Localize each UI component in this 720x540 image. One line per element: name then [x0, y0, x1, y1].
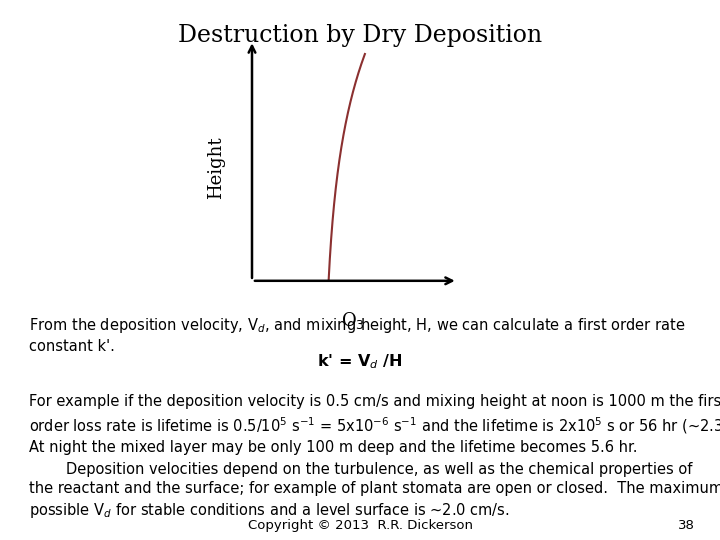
Text: Deposition velocities depend on the turbulence, as well as the chemical properti: Deposition velocities depend on the turb…: [29, 462, 720, 520]
Text: Copyright © 2013  R.R. Dickerson: Copyright © 2013 R.R. Dickerson: [248, 519, 472, 532]
Text: From the deposition velocity, V$_d$, and mixing height, H, we can calculate a fi: From the deposition velocity, V$_d$, and…: [29, 316, 685, 354]
Text: 38: 38: [678, 519, 695, 532]
Text: O$_3$: O$_3$: [341, 310, 365, 331]
Text: Destruction by Dry Deposition: Destruction by Dry Deposition: [178, 24, 542, 48]
Text: k' = V$_d$ /H: k' = V$_d$ /H: [318, 352, 402, 371]
Text: Height: Height: [207, 136, 225, 199]
Text: For example if the deposition velocity is 0.5 cm/s and mixing height at noon is : For example if the deposition velocity i…: [29, 394, 720, 455]
